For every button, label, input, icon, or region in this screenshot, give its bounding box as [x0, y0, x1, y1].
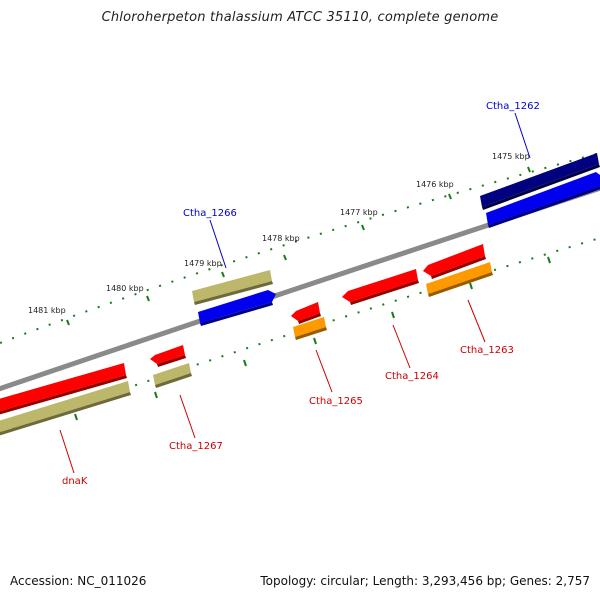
kbp-label-1477: 1477 kbp [340, 208, 378, 217]
gene-ctha-1264[interactable] [342, 269, 419, 305]
accession-text: Accession: NC_011026 [10, 574, 147, 588]
kbp-label-1478: 1478 kbp [262, 234, 300, 243]
kbp-label-1480: 1480 kbp [106, 284, 144, 293]
gene-ctha-1263-orange[interactable] [426, 262, 493, 297]
callout-lines-forward [209, 112, 531, 269]
page-title: Chloroherpeton thalassium ATCC 35110, co… [101, 10, 499, 25]
label-ctha-1263[interactable]: Ctha_1263 [460, 345, 514, 356]
kbp-label-1481: 1481 kbp [28, 306, 66, 315]
gene-forward-blue[interactable] [486, 172, 600, 228]
label-dnak[interactable]: dnaK [62, 476, 88, 487]
gene-ctha-1263[interactable] [423, 244, 486, 279]
major-ticks-inner [74, 256, 551, 421]
tick-track-outer [0, 152, 600, 344]
gene-ctha-1265-orange[interactable] [293, 317, 327, 340]
gene-ctha-1267[interactable] [150, 345, 186, 367]
gene-forward-blue-2[interactable] [198, 290, 276, 326]
gene-ctha-1262[interactable] [480, 153, 600, 210]
callout-lines-reverse [59, 299, 486, 474]
gene-dnak-khaki[interactable] [0, 381, 131, 436]
label-ctha-1265[interactable]: Ctha_1265 [309, 396, 363, 407]
gene-dnak[interactable] [0, 363, 127, 415]
gene-ctha-1265[interactable] [291, 302, 321, 324]
major-ticks [66, 166, 531, 326]
label-ctha-1267[interactable]: Ctha_1267 [169, 441, 223, 452]
gene-ctha-1267-khaki[interactable] [153, 363, 192, 388]
kbp-label-1475: 1475 kbp [492, 152, 530, 161]
label-ctha-1264[interactable]: Ctha_1264 [385, 371, 439, 382]
label-ctha-1262[interactable]: Ctha_1262 [486, 101, 540, 112]
kbp-label-1476: 1476 kbp [416, 180, 454, 189]
label-ctha-1266[interactable]: Ctha_1266 [183, 208, 237, 219]
gene-ctha-1266[interactable] [192, 270, 273, 305]
kbp-label-1479: 1479 kbp [184, 259, 222, 268]
genome-summary-text: Topology: circular; Length: 3,293,456 bp… [260, 574, 590, 588]
